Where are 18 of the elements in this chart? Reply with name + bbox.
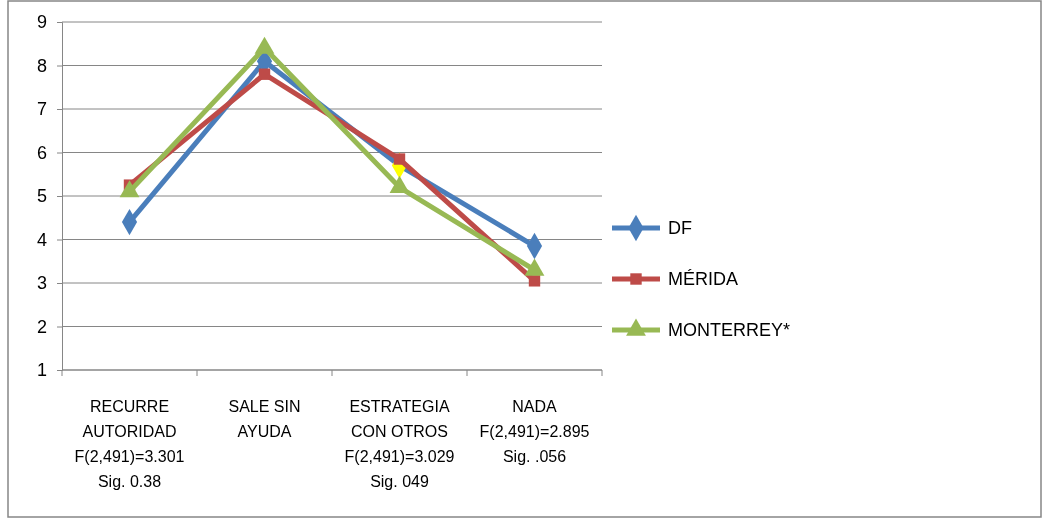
- y-tick-label: 7: [36, 99, 47, 120]
- y-tick-label: 4: [36, 229, 47, 250]
- y-tick-label: 1: [36, 360, 47, 381]
- y-tick-label: 9: [36, 12, 47, 33]
- legend-label: MONTERREY*: [668, 320, 791, 341]
- y-tick-label: 6: [36, 142, 47, 163]
- x-tick-label: SALE SIN AYUDA: [228, 398, 301, 440]
- y-tick-label: 5: [36, 186, 47, 207]
- legend-label: MÉRIDA: [668, 269, 739, 290]
- x-tick-label: RECURRE AUTORIDAD F(2,491)=3.301 Sig. 0.38: [74, 398, 185, 490]
- legend-label: DF: [668, 218, 692, 239]
- y-tick-label: 3: [36, 273, 47, 294]
- point: [258, 68, 271, 80]
- point: [528, 275, 541, 287]
- x-tick-label: ESTRATEGIA CON OTROS F(2,491)=3.029 Sig. 049: [344, 398, 455, 490]
- y-tick-label: 8: [36, 55, 47, 76]
- y-tick-label: 2: [36, 316, 47, 337]
- x-tick-label: NADA F(2,491)=2.895 Sig. .056: [479, 398, 590, 465]
